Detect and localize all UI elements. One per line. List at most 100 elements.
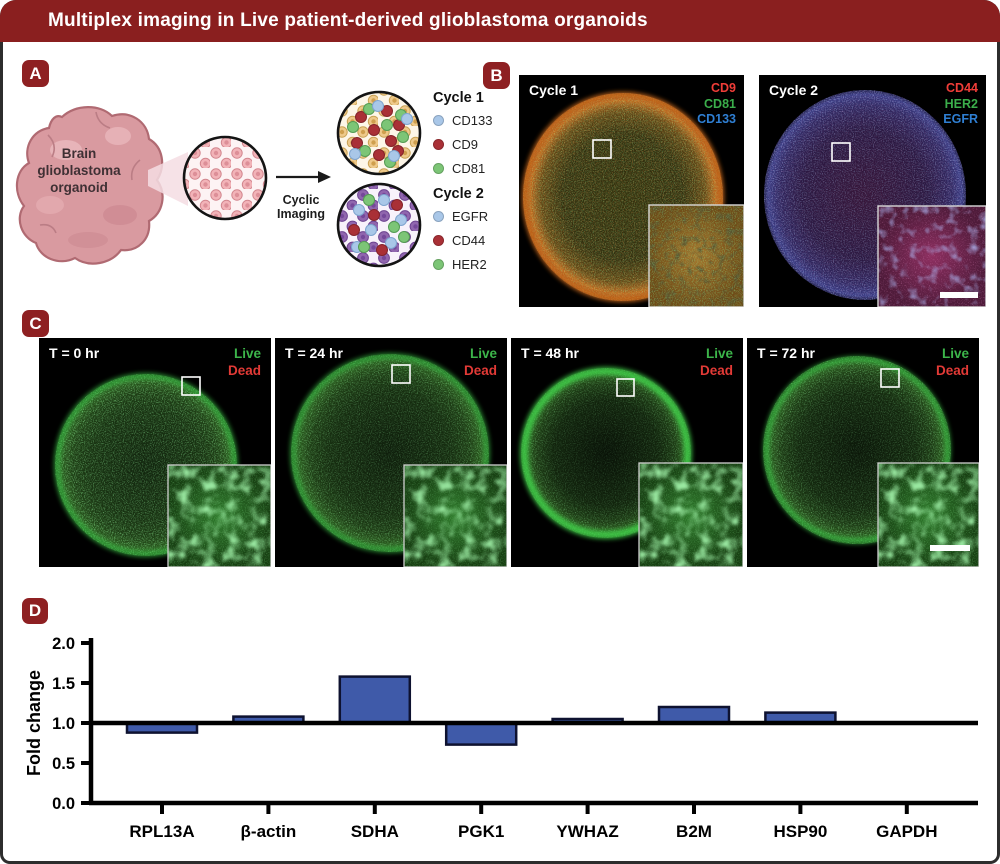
cycle2-legend-title: Cycle 2 — [433, 186, 484, 202]
t72-organoid-graphic — [747, 338, 979, 567]
panel-b-label: B — [483, 62, 510, 89]
panel-a-illustration — [15, 90, 422, 268]
category-label: SDHA — [351, 822, 399, 841]
scale-bar — [930, 545, 970, 551]
cyclic-imaging-label: Cyclic Imaging — [277, 193, 325, 221]
cd133-dot-icon — [433, 115, 444, 126]
scale-bar — [940, 292, 978, 298]
dead-label: Dead — [227, 363, 261, 378]
cycle1-marker-labels: CD9 CD81 CD133 — [697, 81, 736, 128]
roi-box — [880, 368, 900, 388]
legend-item-cd9: CD9 — [433, 137, 485, 152]
marker-her2: HER2 — [944, 96, 978, 111]
category-label: HSP90 — [773, 822, 827, 841]
bar-SDHA — [338, 675, 412, 725]
cd81-dot-icon — [433, 163, 444, 174]
cycle1-legend: Cycle 1 CD133 CD9 CD81 — [433, 90, 492, 185]
livedead-legend: Live Dead — [228, 345, 261, 379]
organoid-caption: Brain glioblastoma organoid — [37, 146, 121, 195]
y-tick-label: 1.5 — [52, 675, 75, 693]
cycle1-organoid-graphic — [519, 75, 744, 307]
roi-box — [181, 376, 201, 396]
bar-B2M — [657, 705, 731, 725]
livedead-image-t48: T = 48 hr Live Dead — [511, 338, 743, 567]
t24-organoid-graphic — [275, 338, 507, 567]
t24-timepoint-label: T = 24 hr — [285, 345, 343, 361]
t0-organoid-graphic — [39, 338, 271, 567]
t48-organoid-graphic — [511, 338, 743, 567]
panel-d-label: D — [22, 598, 48, 624]
category-label: YWHAZ — [556, 822, 618, 841]
t24-inset — [403, 464, 507, 567]
legend-item-cd133: CD133 — [433, 113, 492, 128]
category-label: PGK1 — [458, 822, 504, 841]
egfr-dot-icon — [433, 211, 444, 222]
cycle1-legend-title: Cycle 1 — [433, 90, 484, 106]
roi-box — [616, 378, 635, 397]
roi-box — [391, 364, 411, 384]
brain-organoid-illustration — [15, 106, 268, 265]
cycle2-image-caption: Cycle 2 — [769, 82, 819, 98]
legend-item-her2: HER2 — [433, 257, 487, 272]
t48-inset — [638, 462, 743, 567]
panel-a-label: A — [22, 60, 49, 87]
cycle1-microscopy-image: Cycle 1 CD9 CD81 CD133 — [519, 75, 744, 307]
livedead-image-t72: T = 72 hr Live Dead — [747, 338, 979, 567]
category-label: GAPDH — [876, 822, 937, 841]
live-label: Live — [233, 346, 261, 361]
cycle2-inset — [877, 205, 986, 307]
livedead-legend: Live Dead — [936, 345, 969, 379]
livedead-image-t0: T = 0 hr Live Dead — [39, 338, 271, 567]
bar-PGK1 — [444, 721, 518, 746]
t0-timepoint-label: T = 0 hr — [49, 345, 100, 361]
y-tick-label: 1.0 — [52, 715, 75, 733]
panel-c-label: C — [22, 310, 49, 337]
y-axis-title: Fold change — [24, 670, 44, 776]
legend-item-egfr: EGFR — [433, 209, 488, 224]
cd44-dot-icon — [433, 235, 444, 246]
live-label: Live — [705, 346, 733, 361]
y-tick-label: 0.0 — [52, 795, 75, 813]
t48-timepoint-label: T = 48 hr — [521, 345, 579, 361]
cycle2-legend: Cycle 2 EGFR CD44 HER2 — [433, 186, 488, 281]
figure-title-bar: Multiplex imaging in Live patient-derive… — [0, 0, 1000, 42]
live-label: Live — [941, 346, 969, 361]
fold-change-bar-chart: 0.0 0.5 1.0 1.5 2.0 RPL13A β-actin SDHA PGK1 YWHA… — [24, 635, 978, 841]
category-label: B2M — [676, 822, 712, 841]
t72-timepoint-label: T = 72 hr — [757, 345, 815, 361]
category-label: RPL13A — [129, 822, 194, 841]
cycle1-image-caption: Cycle 1 — [529, 82, 579, 98]
marker-egfr: EGFR — [943, 112, 978, 126]
legend-item-cd44: CD44 — [433, 233, 485, 248]
cycle1-dish-illustration — [336, 90, 422, 176]
cycle2-microscopy-image: Cycle 2 CD44 HER2 EGFR — [759, 75, 986, 307]
cycle1-inset — [648, 204, 744, 307]
dead-label: Dead — [935, 363, 969, 378]
category-label: β-actin — [241, 822, 297, 841]
t0-inset — [167, 464, 271, 567]
livedead-legend: Live Dead — [464, 345, 497, 379]
roi-box — [831, 142, 851, 162]
marker-cd9: CD9 — [710, 81, 736, 95]
figure-title: Multiplex imaging in Live patient-derive… — [48, 10, 648, 31]
cycle2-organoid-graphic — [759, 75, 986, 307]
dead-label: Dead — [463, 363, 497, 378]
cd9-dot-icon — [433, 139, 444, 150]
cycle2-marker-labels: CD44 HER2 EGFR — [943, 81, 978, 128]
her2-dot-icon — [433, 259, 444, 270]
live-label: Live — [469, 346, 497, 361]
t72-inset — [877, 462, 979, 567]
legend-item-cd81: CD81 — [433, 161, 485, 176]
livedead-legend: Live Dead — [700, 345, 733, 379]
cycle2-dish-illustration — [336, 182, 422, 268]
marker-cd81: CD81 — [704, 96, 736, 111]
livedead-image-t24: T = 24 hr Live Dead — [275, 338, 507, 567]
cyclic-imaging-arrow — [276, 171, 331, 183]
y-tick-label: 0.5 — [52, 755, 75, 773]
y-tick-label: 2.0 — [52, 635, 75, 653]
marker-cd44: CD44 — [946, 81, 978, 95]
marker-cd133: CD133 — [697, 112, 736, 126]
dead-label: Dead — [699, 363, 733, 378]
roi-box — [592, 139, 612, 159]
